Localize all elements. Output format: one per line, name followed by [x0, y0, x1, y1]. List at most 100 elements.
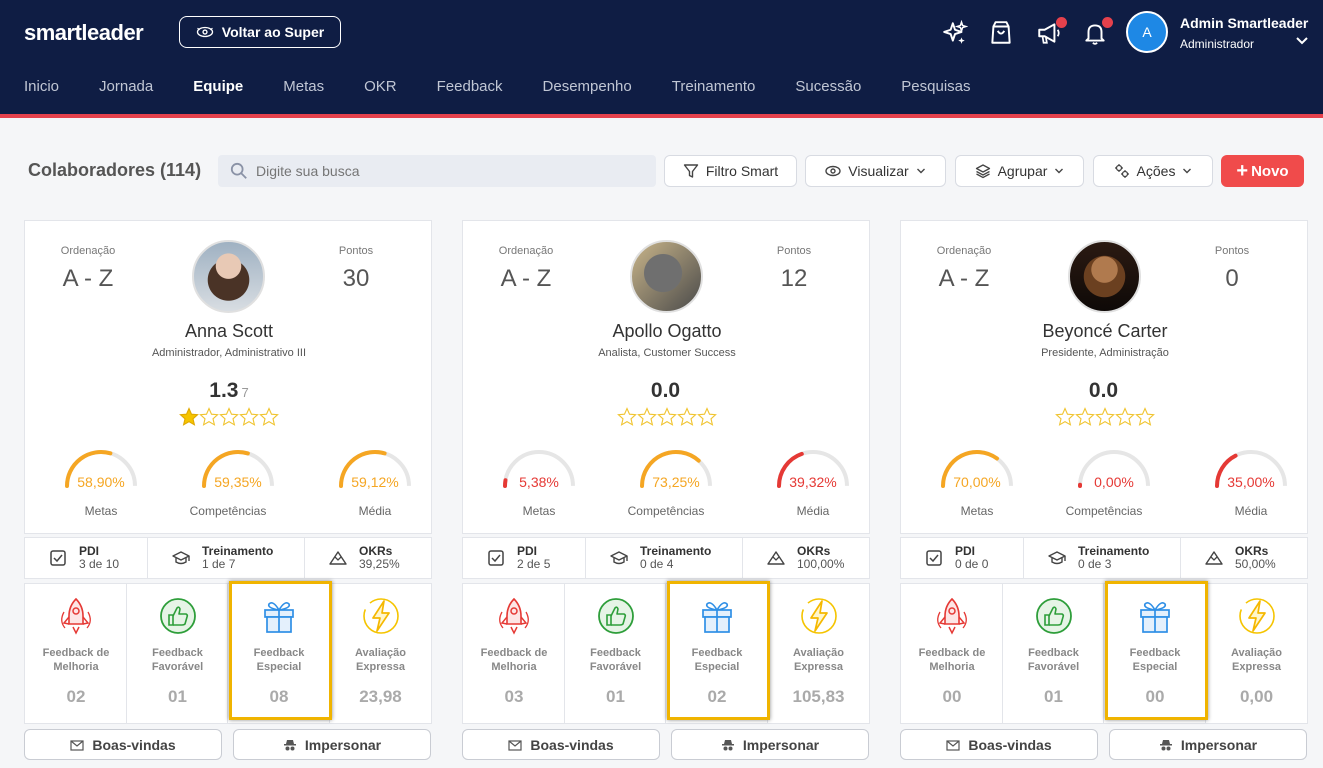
sort-value: A - Z [62, 265, 114, 292]
avaliacao-expressa-cell[interactable]: Avaliação Expressa 23,98 [330, 584, 432, 723]
welcome-button[interactable]: Boas-vindas [900, 729, 1098, 760]
nav-item-feedback[interactable]: Feedback [436, 78, 503, 95]
chevron-down-icon [1055, 168, 1064, 174]
lightning-icon [800, 598, 837, 634]
impersonate-button[interactable]: Impersonar [1109, 729, 1307, 760]
search-input[interactable] [256, 163, 636, 179]
okrs-stat[interactable]: OKRs 39,25% [305, 538, 431, 578]
nav-item-desempenho[interactable]: Desempenho [542, 78, 632, 95]
star-icon [637, 407, 657, 426]
avaliacao-expressa-cell[interactable]: Avaliação Expressa 105,83 [768, 584, 870, 723]
training-stat[interactable]: Treinamento 0 de 3 [1024, 538, 1181, 578]
competencias-label: Competências [1065, 504, 1143, 518]
mail-icon [508, 739, 522, 751]
avatar[interactable] [1068, 240, 1141, 313]
pdi-stat[interactable]: PDI 3 de 10 [25, 538, 148, 578]
notifications-button[interactable] [1080, 17, 1113, 48]
user-avatar[interactable]: A [1126, 11, 1168, 53]
feedback-favoravel-cell[interactable]: Feedback Favorável 01 [1003, 584, 1104, 723]
nav-item-inicio[interactable]: Inicio [24, 78, 60, 95]
group-button[interactable]: Agrupar [955, 155, 1084, 187]
feedback-especial-cell[interactable]: Feedback Especial 02 [666, 581, 770, 723]
actions-button[interactable]: Ações [1093, 155, 1213, 187]
visualize-button[interactable]: Visualizar [805, 155, 946, 187]
feedback-especial-value: 00 [1145, 687, 1165, 706]
competencias-gauge: 73,25% [633, 445, 719, 507]
sort-label: Ordenação [498, 245, 554, 257]
nav-item-pesquisas[interactable]: Pesquisas [901, 78, 971, 95]
nav-item-sucessao[interactable]: Sucessão [795, 78, 862, 95]
smart-filter-button[interactable]: Filtro Smart [664, 155, 797, 187]
feedback-melhoria-cell[interactable]: Feedback de Melhoria 03 [463, 584, 565, 723]
feedback-especial-cell[interactable]: Feedback Especial 00 [1104, 581, 1208, 723]
label-line-2: Expressa [1232, 661, 1281, 673]
label-line-2: Melhoria [491, 661, 537, 673]
welcome-button[interactable]: Boas-vindas [24, 729, 222, 760]
gauge-fill [65, 450, 113, 488]
main-nav: Inicio Jornada Equipe Metas OKR Feedback… [24, 78, 1011, 95]
gauge-fill [202, 450, 250, 488]
impersonate-label: Impersonar [1180, 736, 1258, 753]
pdi-stat[interactable]: PDI 2 de 5 [463, 538, 586, 578]
feedback-favoravel-cell[interactable]: Feedback Favorável 01 [127, 584, 228, 723]
new-button[interactable]: + Novo [1221, 155, 1304, 187]
logo[interactable]: smartleader [24, 20, 144, 45]
impersonate-button[interactable]: Impersonar [671, 729, 869, 760]
shop-button[interactable] [986, 18, 1016, 48]
employee-summary: Ordenação A - Z Pontos 12 Apollo Ogatto … [462, 220, 870, 534]
gauge-arc [640, 450, 712, 488]
user-role: Administrador [1180, 37, 1255, 51]
employee-name[interactable]: Apollo Ogatto [612, 321, 722, 341]
training-stat[interactable]: Treinamento 0 de 4 [586, 538, 743, 578]
star-icon [179, 407, 199, 426]
sparkles-button[interactable] [940, 18, 970, 48]
mail-icon [70, 739, 84, 751]
points-value: 12 [780, 265, 808, 292]
announcements-button[interactable] [1034, 17, 1067, 48]
label-line-1: Feedback [691, 647, 743, 659]
checkbox-icon [488, 550, 504, 566]
label-line-2: Especial [694, 661, 740, 673]
pdi-stat[interactable]: PDI 0 de 0 [901, 538, 1024, 578]
back-to-super-button[interactable]: Voltar ao Super [179, 16, 341, 48]
welcome-button[interactable]: Boas-vindas [462, 729, 660, 760]
chevron-down-icon[interactable] [1295, 36, 1309, 46]
label-line-2: Especial [256, 661, 302, 673]
metas-gauge: 5,38% [496, 445, 582, 507]
gauge-arc [202, 450, 274, 488]
impersonate-button[interactable]: Impersonar [233, 729, 431, 760]
nav-item-equipe[interactable]: Equipe [193, 78, 244, 95]
gauge-arc [1078, 450, 1150, 488]
feedback-favoravel-cell[interactable]: Feedback Favorável 01 [565, 584, 666, 723]
stats-bar: PDI 0 de 0 Treinamento 0 de 3 OKRs 50,00% [900, 537, 1308, 579]
star-icon [697, 407, 717, 426]
label-line-2: Favorável [151, 661, 204, 673]
nav-item-metas[interactable]: Metas [283, 78, 325, 95]
feedback-grid: Feedback de Melhoria 00 Feedback Favorável… [900, 581, 1308, 724]
feedback-melhoria-cell[interactable]: Feedback de Melhoria 00 [901, 584, 1003, 723]
okrs-stat[interactable]: OKRs 100,00% [743, 538, 869, 578]
avaliacao-expressa-label: Avaliação Expressa [1206, 646, 1308, 674]
feedback-especial-cell[interactable]: Feedback Especial 08 [228, 581, 332, 723]
feedback-melhoria-cell[interactable]: Feedback de Melhoria 02 [25, 584, 127, 723]
okrs-stat[interactable]: OKRs 50,00% [1181, 538, 1307, 578]
label-line-2: Especial [1132, 661, 1178, 673]
media-label: Média [1234, 504, 1268, 518]
media-gauge: 59,12% [332, 445, 418, 507]
training-stat[interactable]: Treinamento 1 de 7 [148, 538, 305, 578]
media-label: Média [358, 504, 392, 518]
impersonate-label: Impersonar [304, 736, 382, 753]
employee-name[interactable]: Anna Scott [184, 321, 274, 341]
user-name[interactable]: Admin Smartleader [1180, 15, 1309, 31]
avatar[interactable] [630, 240, 703, 313]
avatar[interactable] [192, 240, 265, 313]
plus-icon: + [1236, 160, 1249, 182]
nav-item-okr[interactable]: OKR [364, 78, 397, 95]
avaliacao-expressa-cell[interactable]: Avaliação Expressa 0,00 [1206, 584, 1308, 723]
employee-name[interactable]: Beyoncé Carter [1042, 321, 1168, 341]
feedback-especial-label: Feedback Especial [1104, 646, 1206, 674]
nav-item-jornada[interactable]: Jornada [99, 78, 154, 95]
nav-item-treinamento[interactable]: Treinamento [671, 78, 756, 95]
star-icon [677, 407, 697, 426]
gauge-value: 59,12% [351, 474, 399, 490]
